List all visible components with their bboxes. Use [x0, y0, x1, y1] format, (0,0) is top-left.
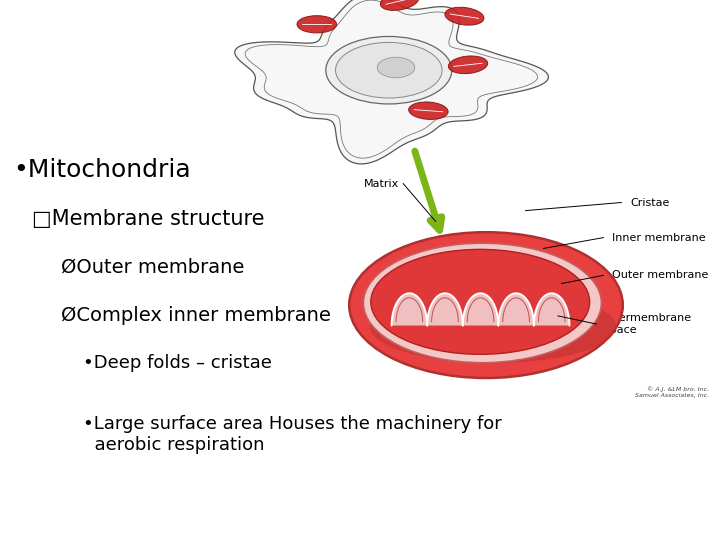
Polygon shape [392, 293, 427, 326]
Text: •Deep folds – cristae: •Deep folds – cristae [83, 354, 271, 372]
Polygon shape [498, 293, 534, 326]
Ellipse shape [409, 102, 448, 119]
Text: □Membrane structure: □Membrane structure [32, 208, 265, 229]
Ellipse shape [371, 249, 590, 354]
Ellipse shape [370, 291, 616, 363]
Ellipse shape [377, 57, 415, 78]
Polygon shape [235, 0, 549, 164]
Ellipse shape [297, 16, 337, 33]
Ellipse shape [325, 36, 452, 104]
Text: •Large surface area Houses the machinery for
  aerobic respiration: •Large surface area Houses the machinery… [83, 415, 502, 454]
Text: Inner membrane: Inner membrane [612, 233, 706, 242]
Text: Outer membrane: Outer membrane [612, 271, 708, 280]
Ellipse shape [364, 243, 601, 363]
Polygon shape [427, 293, 463, 326]
Text: © A.J. &LM bro. Inc.
Samuel Associates, Inc.: © A.J. &LM bro. Inc. Samuel Associates, … [635, 386, 709, 397]
Text: ØComplex inner membrane: ØComplex inner membrane [61, 306, 331, 326]
Ellipse shape [445, 7, 484, 25]
Ellipse shape [349, 232, 623, 378]
Ellipse shape [380, 0, 419, 10]
Ellipse shape [449, 56, 487, 73]
Text: Matrix: Matrix [364, 179, 400, 188]
Polygon shape [463, 293, 498, 326]
Text: •Mitochondria: •Mitochondria [13, 158, 191, 182]
Polygon shape [534, 293, 570, 326]
Ellipse shape [336, 42, 442, 98]
Text: Intermembrane
space: Intermembrane space [605, 313, 692, 335]
Text: ØOuter membrane: ØOuter membrane [61, 258, 245, 277]
Text: Cristae: Cristae [630, 198, 670, 207]
